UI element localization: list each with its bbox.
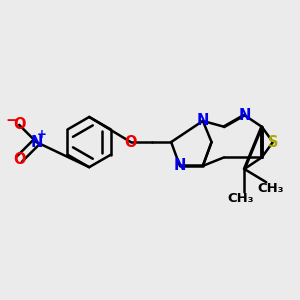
Text: O: O — [124, 135, 137, 150]
Text: N: N — [30, 135, 43, 150]
Text: +: + — [37, 128, 47, 141]
Text: S: S — [268, 135, 278, 150]
Text: CH₃: CH₃ — [227, 192, 254, 205]
Text: O: O — [13, 117, 26, 132]
Text: N: N — [238, 108, 250, 123]
Text: N: N — [197, 113, 209, 128]
Text: N: N — [174, 158, 186, 173]
Text: CH₃: CH₃ — [257, 182, 284, 195]
Text: −: − — [6, 112, 18, 128]
Text: O: O — [13, 152, 26, 167]
